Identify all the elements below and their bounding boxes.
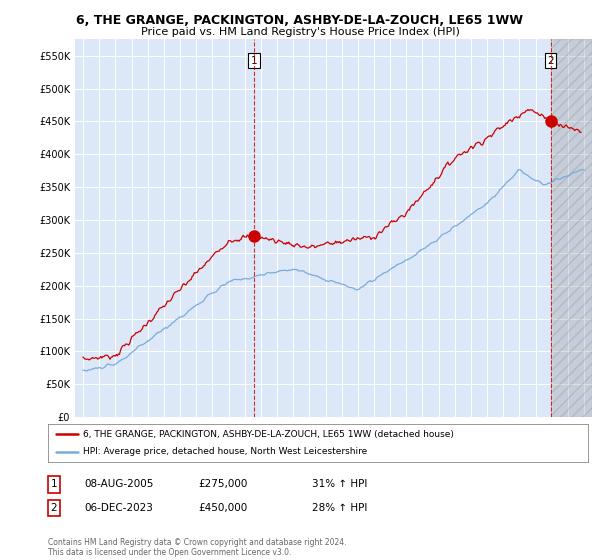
Text: Contains HM Land Registry data © Crown copyright and database right 2024.
This d: Contains HM Land Registry data © Crown c… [48, 538, 347, 557]
Text: 08-AUG-2005: 08-AUG-2005 [84, 479, 154, 489]
Text: £450,000: £450,000 [198, 503, 247, 513]
Text: 6, THE GRANGE, PACKINGTON, ASHBY-DE-LA-ZOUCH, LE65 1WW (detached house): 6, THE GRANGE, PACKINGTON, ASHBY-DE-LA-Z… [83, 430, 454, 438]
Text: 31% ↑ HPI: 31% ↑ HPI [312, 479, 367, 489]
Text: Price paid vs. HM Land Registry's House Price Index (HPI): Price paid vs. HM Land Registry's House … [140, 27, 460, 37]
Text: 2: 2 [50, 503, 58, 513]
Text: 6, THE GRANGE, PACKINGTON, ASHBY-DE-LA-ZOUCH, LE65 1WW: 6, THE GRANGE, PACKINGTON, ASHBY-DE-LA-Z… [77, 14, 523, 27]
Text: £275,000: £275,000 [198, 479, 247, 489]
Text: 1: 1 [50, 479, 58, 489]
Text: 28% ↑ HPI: 28% ↑ HPI [312, 503, 367, 513]
Text: HPI: Average price, detached house, North West Leicestershire: HPI: Average price, detached house, Nort… [83, 447, 367, 456]
Text: 1: 1 [251, 55, 258, 66]
Text: 2: 2 [547, 55, 554, 66]
Text: 06-DEC-2023: 06-DEC-2023 [84, 503, 153, 513]
Bar [551, 39, 592, 417]
